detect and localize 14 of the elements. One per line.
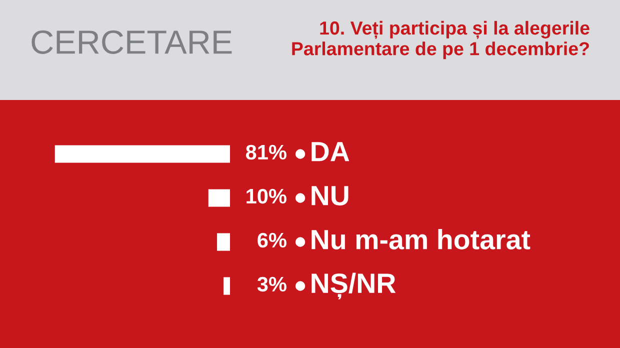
bar (217, 233, 230, 251)
text: CERCETARE (32, 30, 232, 54)
bar (54, 145, 230, 163)
y-tick-label: Nu m-am hotarat (312, 229, 530, 250)
y-tick-label: NU (312, 186, 348, 206)
data-label: 6% (258, 232, 286, 248)
text: 10. Veți participa și la alegerile Parlamentare de pe 1 decembrie? (292, 20, 590, 60)
data-label: 10% (246, 188, 286, 204)
data-label: 81% (246, 144, 286, 160)
bar (208, 189, 230, 207)
bar (224, 277, 230, 295)
y-tick-label: NȘ/NR (312, 272, 396, 300)
y-tick-label: DA (312, 142, 350, 162)
data-label: 3% (257, 276, 286, 292)
